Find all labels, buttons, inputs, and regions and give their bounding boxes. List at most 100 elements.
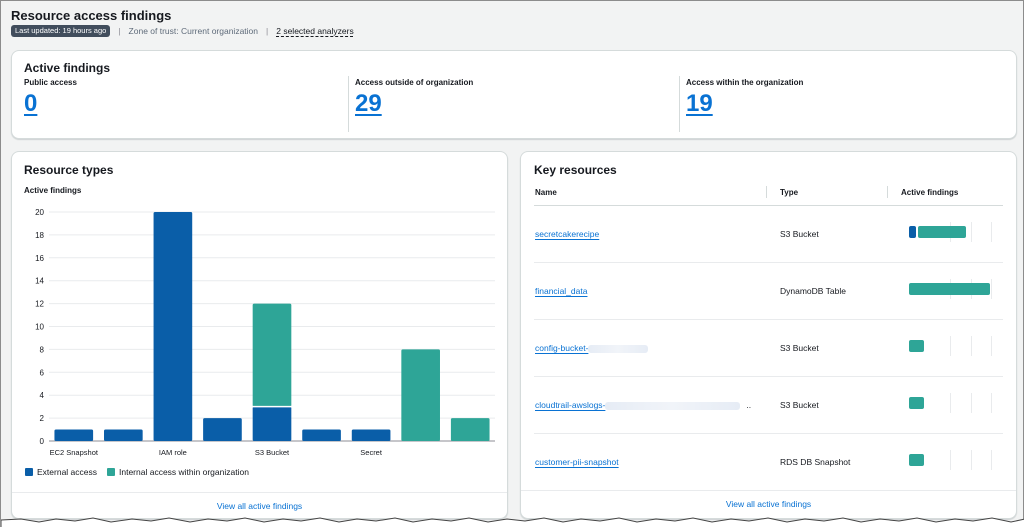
meta-separator: | <box>266 26 269 36</box>
resource-name-link[interactable]: config-bucket- <box>535 343 649 353</box>
bar-internal-access <box>909 283 990 295</box>
y-tick-label: 20 <box>35 208 44 217</box>
y-tick-label: 12 <box>35 300 44 309</box>
resource-name-link[interactable]: customer-pii-snapshot <box>535 457 619 467</box>
stat-label: Access within the organization <box>686 78 804 87</box>
y-tick-label: 8 <box>40 345 45 354</box>
selected-analyzers-link[interactable]: 2 selected analyzers <box>276 26 354 36</box>
chart-legend: External access Internal access within o… <box>25 467 259 477</box>
bar-external-access <box>54 429 94 441</box>
column-header-active-findings[interactable]: Active findings <box>901 188 959 197</box>
stat-label: Public access <box>24 78 77 87</box>
legend-item-internal: Internal access within organization <box>107 467 249 477</box>
bar-external-access <box>104 429 143 441</box>
findings-bar <box>909 450 994 470</box>
bar-internal-access <box>909 397 925 409</box>
resource-type: S3 Bucket <box>780 229 819 239</box>
table-row-divider <box>534 319 1003 320</box>
zone-of-trust: Zone of trust: Current organization <box>128 26 259 36</box>
table-row-divider <box>534 376 1003 377</box>
bar-external-access <box>153 212 193 441</box>
resource-name-ellipsis: .. <box>746 400 752 410</box>
legend-label: Internal access within organization <box>119 467 249 477</box>
resource-type: RDS DB Snapshot <box>780 457 851 467</box>
y-tick-label: 0 <box>40 437 45 446</box>
y-tick-label: 14 <box>35 277 44 286</box>
column-divider <box>766 186 767 198</box>
resource-name-link[interactable]: financial_data <box>535 286 588 296</box>
bar-gridline <box>950 336 951 356</box>
stat-access-within: Access within the organization 19 <box>686 78 803 118</box>
x-tick-label: IAM role <box>159 448 187 457</box>
bar-gridline <box>991 336 992 356</box>
chart-subtitle: Active findings <box>24 186 82 195</box>
y-tick-label: 16 <box>35 254 44 263</box>
stat-divider <box>679 76 680 132</box>
findings-bar <box>909 336 994 356</box>
bar-external-access <box>252 406 292 441</box>
bar-external-access <box>909 226 917 238</box>
key-resources-title: Key resources <box>534 163 617 177</box>
findings-bar <box>909 393 994 413</box>
resource-type: S3 Bucket <box>780 343 819 353</box>
y-tick-label: 4 <box>40 391 45 400</box>
resource-name-text: config-bucket- <box>535 343 589 353</box>
resource-types-title: Resource types <box>24 163 114 177</box>
resource-types-chart: 0 2 4 6 8 10 12 14 16 18 20 EC2 Snapshot IAM role S3 … <box>35 208 495 457</box>
view-all-findings-link[interactable]: View all active findings <box>216 501 303 511</box>
y-tick-label: 6 <box>40 368 45 377</box>
bar-internal-access <box>918 226 967 238</box>
bar-gridline <box>991 222 992 242</box>
y-tick-label: 2 <box>40 414 45 423</box>
bar-internal-access <box>450 418 490 441</box>
findings-bar <box>909 222 994 242</box>
table-row-divider <box>534 433 1003 434</box>
bar-external-access <box>351 429 391 441</box>
torn-edge <box>1 517 1024 527</box>
stat-label: Access outside of organization <box>355 78 474 87</box>
resource-name-link[interactable]: cloudtrail-awslogs-.. <box>535 400 751 410</box>
column-header-type[interactable]: Type <box>780 188 799 197</box>
meta-separator: | <box>118 26 121 36</box>
redacted-text <box>605 401 741 410</box>
card-footer-divider <box>12 492 507 493</box>
bar-gridline <box>970 393 972 413</box>
card-footer-divider <box>521 490 1016 491</box>
bar-external-access <box>302 429 341 441</box>
bar-gridline <box>950 450 951 470</box>
view-all-findings-link[interactable]: View all active findings <box>725 499 812 509</box>
stat-public-access: Public access 0 <box>24 78 77 118</box>
resource-name-text: cloudtrail-awslogs- <box>535 400 606 410</box>
resource-types-card: Resource types Active findings 0 2 4 6 8 10 12… <box>11 151 508 519</box>
bar-gridline <box>991 393 992 413</box>
last-updated-badge: Last updated: 19 hours ago <box>11 25 111 37</box>
resource-type: DynamoDB Table <box>780 286 846 296</box>
stat-value-link[interactable]: 0 <box>24 90 38 117</box>
y-tick-label: 10 <box>35 323 44 332</box>
table-header-divider <box>534 205 1003 206</box>
legend-swatch-internal <box>107 468 115 476</box>
legend-label: External access <box>37 467 97 477</box>
header-meta: Last updated: 19 hours ago | Zone of tru… <box>11 25 354 37</box>
findings-bar <box>909 279 994 299</box>
legend-swatch-external <box>25 468 33 476</box>
column-header-name[interactable]: Name <box>535 188 557 197</box>
bar-gridline <box>991 450 992 470</box>
bar-gridline <box>970 222 972 242</box>
y-tick-label: 18 <box>35 231 44 240</box>
bar-gridline <box>950 393 951 413</box>
table-row-divider <box>534 262 1003 263</box>
x-tick-label: EC2 Snapshot <box>50 448 99 457</box>
bar-gridline <box>970 450 972 470</box>
column-divider <box>887 186 888 198</box>
resource-type: S3 Bucket <box>780 400 819 410</box>
active-findings-title: Active findings <box>24 61 111 75</box>
bar-internal-access <box>909 340 925 352</box>
bar-internal-access <box>401 349 440 441</box>
resource-name-link[interactable]: secretcakerecipe <box>535 229 600 239</box>
bar-internal-access <box>252 303 292 407</box>
bar-gridline <box>991 279 992 299</box>
stat-value-link[interactable]: 29 <box>355 90 382 117</box>
stat-value-link[interactable]: 19 <box>686 90 713 117</box>
